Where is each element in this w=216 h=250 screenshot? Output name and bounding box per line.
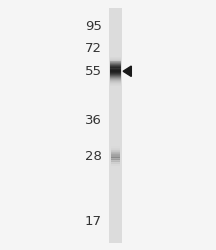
Bar <box>110 73 121 74</box>
Text: 95: 95 <box>85 20 102 33</box>
Bar <box>110 60 121 61</box>
Bar <box>110 75 121 76</box>
Bar <box>110 70 121 71</box>
Bar <box>110 78 121 79</box>
Bar <box>110 64 121 66</box>
Bar <box>111 156 120 157</box>
Bar <box>110 66 121 68</box>
Bar <box>110 68 121 70</box>
Bar <box>110 80 121 81</box>
Bar <box>110 84 121 85</box>
Bar <box>111 149 120 150</box>
Bar <box>111 160 120 161</box>
Bar <box>110 72 121 73</box>
Bar <box>110 83 121 84</box>
Bar <box>111 153 120 154</box>
Bar <box>110 81 121 82</box>
Polygon shape <box>123 66 131 76</box>
Bar <box>111 154 120 155</box>
Bar <box>110 74 121 75</box>
Bar <box>110 71 121 72</box>
Bar <box>110 76 121 77</box>
Bar <box>111 161 120 162</box>
Bar <box>111 157 120 158</box>
Bar <box>111 151 120 152</box>
Bar <box>110 67 121 68</box>
Bar <box>111 159 120 160</box>
Text: 28: 28 <box>85 150 102 163</box>
Bar <box>110 65 121 66</box>
Bar <box>110 58 121 60</box>
Text: 36: 36 <box>85 114 102 126</box>
Text: 72: 72 <box>84 42 102 55</box>
Bar <box>110 82 121 83</box>
Bar <box>110 77 121 78</box>
Bar <box>111 148 120 149</box>
Bar <box>111 164 120 165</box>
Bar <box>110 69 121 70</box>
Bar <box>111 152 120 153</box>
Bar <box>111 163 120 164</box>
Bar <box>110 62 121 63</box>
Bar <box>111 147 120 148</box>
Bar <box>111 155 120 156</box>
Bar <box>109 8 122 242</box>
Bar <box>111 158 120 159</box>
Bar <box>110 57 121 58</box>
Bar <box>110 85 121 86</box>
Text: 17: 17 <box>84 215 102 228</box>
Bar <box>111 162 120 163</box>
Bar <box>111 165 120 166</box>
Bar <box>110 58 121 59</box>
Text: 55: 55 <box>84 65 102 78</box>
Bar <box>111 150 120 151</box>
Bar <box>110 79 121 80</box>
Bar <box>110 60 121 62</box>
Bar <box>111 146 120 147</box>
Bar <box>110 62 121 64</box>
